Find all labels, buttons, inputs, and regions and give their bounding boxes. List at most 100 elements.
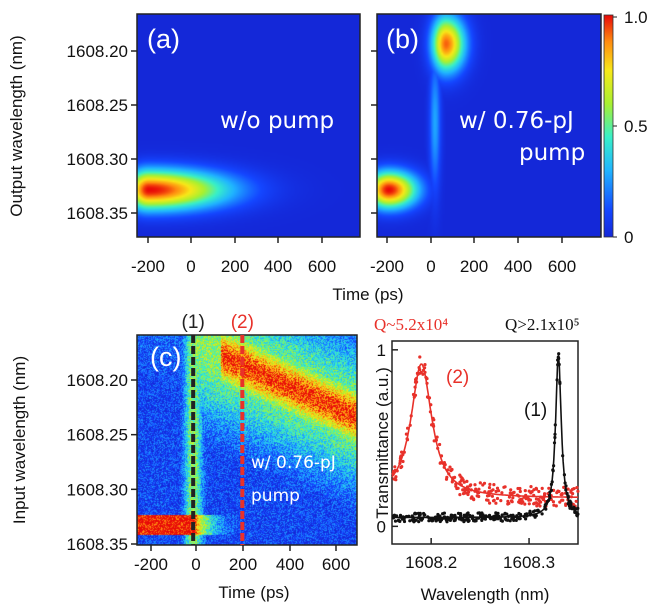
data-point — [571, 492, 575, 496]
data-point — [488, 501, 492, 505]
data-point — [534, 497, 539, 501]
panel-c-xlabel: Time (ps) — [218, 583, 289, 602]
data-point — [402, 519, 407, 524]
data-point — [466, 511, 470, 515]
data-point — [434, 519, 438, 523]
data-point — [556, 489, 560, 493]
data-point — [524, 517, 528, 521]
data-point — [393, 465, 397, 469]
fit-line — [391, 363, 578, 498]
panel-c: (1) (2) (c) w/ 0.76-pJ pump 1608.201608.2… — [10, 312, 358, 602]
data-point — [495, 496, 500, 501]
data-point — [499, 518, 503, 523]
data-point — [397, 519, 401, 523]
panel-a-xticks: -200 0 200 400 600 — [131, 237, 336, 276]
data-point — [517, 511, 521, 516]
panel-d-plot: (2) (1) — [391, 352, 580, 524]
data-point — [438, 461, 442, 465]
data-point — [511, 496, 515, 500]
data-point — [444, 477, 449, 481]
data-point — [493, 517, 497, 521]
data-point — [487, 513, 492, 517]
data-point — [481, 513, 485, 518]
data-point — [509, 499, 514, 503]
data-point — [552, 488, 556, 492]
data-point — [411, 518, 415, 523]
panel-c-label: (c) — [150, 342, 181, 372]
data-point — [427, 519, 431, 523]
data-point — [474, 487, 478, 491]
data-point — [467, 490, 471, 494]
q-label-black: Q>2.1x10⁵ — [505, 315, 580, 334]
data-point — [444, 518, 448, 522]
data-point — [551, 500, 556, 504]
data-point — [570, 487, 575, 491]
data-point — [494, 501, 498, 505]
panel-c-annotation-line1: w/ 0.76-pJ — [251, 453, 336, 473]
data-point — [401, 459, 405, 464]
data-point — [485, 494, 490, 498]
panel-a-frame — [136, 13, 361, 238]
xtick-label: -200 — [370, 257, 404, 276]
panel-b-heatmap — [377, 14, 601, 237]
data-point — [480, 517, 484, 521]
data-point — [462, 520, 466, 524]
data-point — [400, 450, 404, 454]
data-point — [564, 502, 568, 506]
data-point — [494, 511, 498, 515]
colorbar-tick-label: 1.0 — [624, 8, 648, 27]
data-point — [507, 495, 511, 499]
panel-d-xticks: 1608.2 1608.3 — [405, 538, 555, 572]
data-point — [449, 469, 453, 473]
data-point — [536, 508, 540, 512]
data-point — [494, 489, 498, 494]
panel-c-ylabel: Input wavelength (nm) — [10, 356, 29, 524]
data-point — [510, 517, 514, 521]
data-point — [523, 502, 527, 506]
data-point — [418, 355, 422, 359]
data-point — [477, 487, 481, 491]
panel-b-annotation-line1: w/ 0.76-pJ — [459, 108, 574, 134]
marker-label-2: (2) — [231, 312, 254, 333]
xtick-label: -200 — [134, 555, 168, 574]
panel-b-xticks: -200 0 200 400 600 — [370, 237, 576, 276]
data-point — [516, 486, 520, 491]
data-point — [530, 490, 534, 494]
data-point — [400, 465, 404, 469]
ytick-label: 1608.25 — [67, 426, 128, 445]
data-point — [528, 511, 532, 515]
data-point — [509, 488, 513, 492]
data-point — [540, 512, 544, 516]
panel-b: (b) w/ 0.76-pJ pump -200 0 200 400 600 0 0.5 1… — [370, 8, 648, 276]
panel-c-markers: (1) (2) — [182, 312, 254, 545]
series-2 — [391, 352, 580, 524]
data-point — [523, 489, 527, 493]
panel-a: (a) w/o pump 1608.20 1608.25 1608.30 1608.3… — [67, 13, 361, 276]
data-point — [456, 486, 460, 490]
colorbar-tick-label: 0 — [624, 228, 633, 247]
data-point — [461, 478, 465, 482]
data-point — [560, 492, 564, 496]
data-point — [418, 512, 422, 517]
data-point — [537, 489, 541, 494]
data-point — [438, 518, 442, 522]
data-point — [502, 485, 506, 489]
data-point — [557, 352, 561, 356]
ytick-label: 1608.30 — [67, 480, 128, 499]
data-point — [520, 501, 524, 505]
data-point — [417, 520, 421, 524]
data-point — [432, 439, 436, 443]
data-point — [533, 509, 537, 513]
ytick-label: 1608.35 — [67, 204, 128, 223]
data-point — [462, 513, 466, 517]
data-point — [473, 483, 477, 487]
data-point — [456, 511, 461, 515]
data-point — [517, 500, 521, 504]
data-point — [420, 518, 424, 522]
xtick-label: 200 — [460, 257, 488, 276]
data-point — [487, 486, 492, 490]
data-point — [438, 442, 442, 447]
data-point — [468, 513, 472, 518]
panel-c-heatmap — [137, 335, 357, 545]
